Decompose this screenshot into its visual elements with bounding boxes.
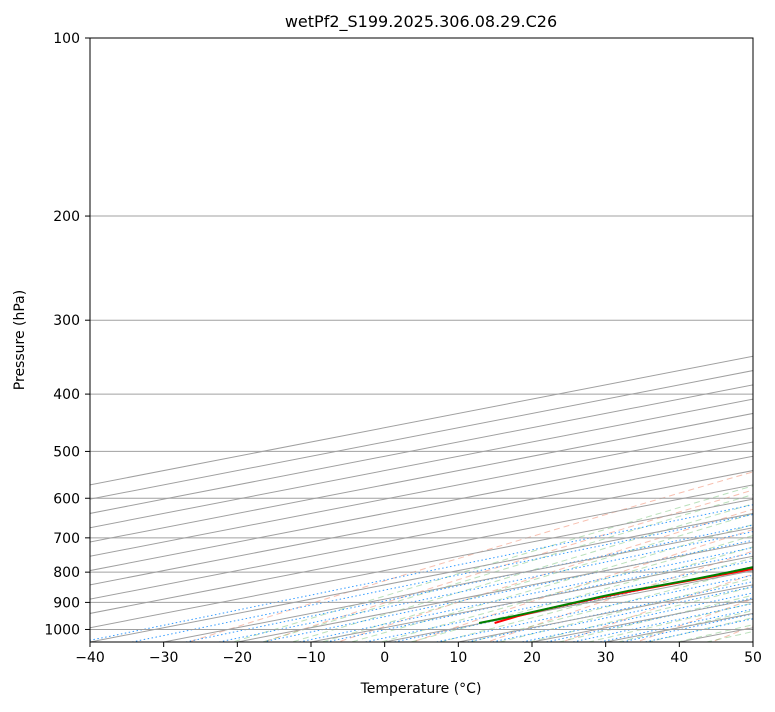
x-axis-label: Temperature (°C): [360, 681, 482, 697]
x-tick-label: 50: [744, 650, 762, 666]
x-tick-label: 0: [380, 650, 389, 666]
y-tick-label: 700: [53, 531, 80, 547]
y-tick-label: 400: [53, 387, 80, 403]
x-tick-label: 30: [597, 650, 615, 666]
x-tick-label: 20: [523, 650, 541, 666]
x-tick-label: −30: [149, 650, 179, 666]
x-tick-label: −10: [296, 650, 326, 666]
x-tick-label: 10: [449, 650, 467, 666]
y-axis-label: Pressure (hPa): [12, 290, 28, 390]
y-tick-label: 1000: [44, 622, 80, 638]
chart-title: wetPf2_S199.2025.306.08.29.C26: [285, 12, 557, 32]
x-tick-label: −20: [223, 650, 253, 666]
y-tick-label: 500: [53, 444, 80, 460]
y-tick-label: 200: [53, 209, 80, 225]
y-tick-label: 300: [53, 313, 80, 329]
y-tick-label: 800: [53, 565, 80, 581]
x-tick-label: 40: [670, 650, 688, 666]
y-tick-label: 900: [53, 595, 80, 611]
x-tick-label: −40: [75, 650, 105, 666]
y-tick-label: 600: [53, 491, 80, 507]
y-tick-label: 100: [53, 31, 80, 47]
